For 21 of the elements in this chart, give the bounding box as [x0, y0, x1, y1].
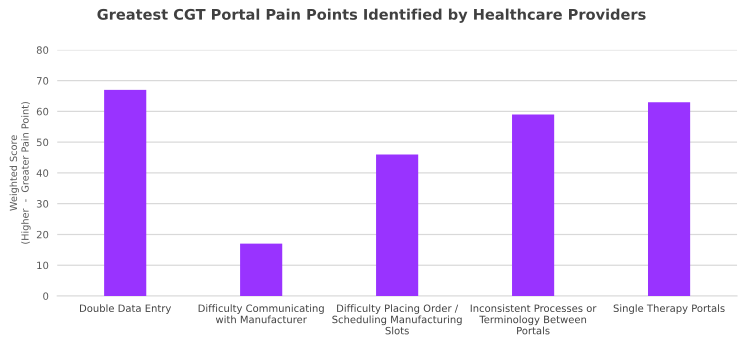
x-tick-label: Inconsistent Processes or Terminology Between Portals [470, 304, 596, 334]
y-tick-label: 80 [36, 46, 48, 54]
y-tick-label: 30 [36, 200, 48, 208]
bar [648, 102, 690, 296]
x-tick-label: Difficulty Placing Order / Scheduling Manufacturing Slots [332, 304, 462, 334]
bar [104, 90, 146, 296]
y-tick-label: 50 [36, 138, 48, 146]
y-tick-label: 70 [36, 77, 48, 85]
bar [376, 154, 418, 296]
bar [240, 244, 282, 296]
y-tick-label: 40 [36, 169, 48, 177]
y-tick-label: 10 [37, 262, 48, 270]
y-tick-label: 0 [43, 292, 48, 300]
y-axis-title: Weighted Score (Higher - Greater Pain Point) [10, 102, 31, 244]
chart-title: Greatest CGT Portal Pain Points Identified by Healthcare Providers [97, 8, 646, 23]
x-tick-label: Single Therapy Portals [614, 304, 725, 314]
bar [512, 114, 554, 296]
x-tick-label: Difficulty Communicating with Manufacturer [198, 304, 324, 324]
x-tick-label: Double Data Entry [80, 304, 172, 314]
y-tick-label: 60 [36, 108, 48, 116]
y-tick-label: 20 [36, 230, 48, 238]
